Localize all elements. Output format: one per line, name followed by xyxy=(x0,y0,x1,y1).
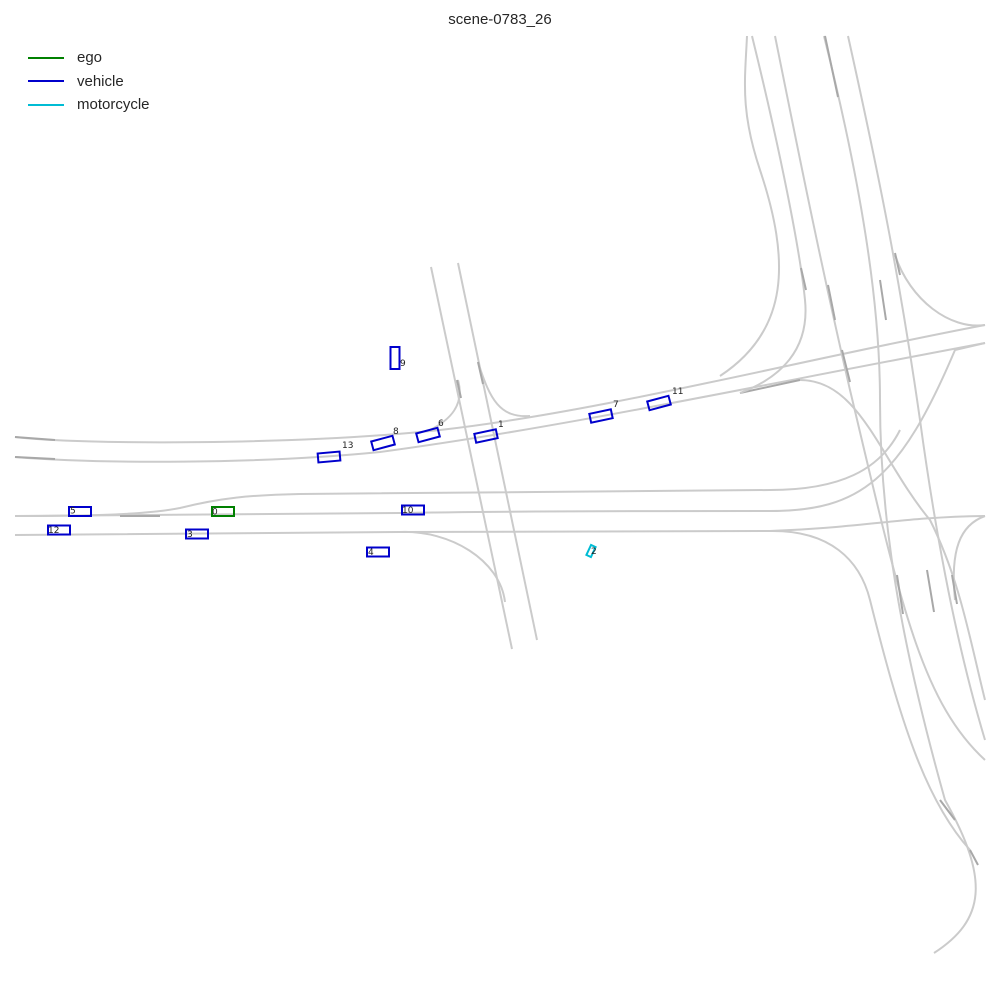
lane-segment xyxy=(477,361,484,385)
agent-label-1: 1 xyxy=(498,420,504,430)
lane-line xyxy=(14,342,986,517)
scene-title: scene-0783_26 xyxy=(448,11,552,28)
lane-line xyxy=(774,35,986,761)
lane-segment xyxy=(951,574,958,605)
agent-box-7 xyxy=(588,408,614,424)
legend-item-ego: ego xyxy=(28,46,150,70)
agent-box-9 xyxy=(389,346,401,370)
lane-segment xyxy=(894,252,901,276)
lane-line xyxy=(769,529,971,851)
lane-segment xyxy=(456,379,462,399)
legend-swatch xyxy=(28,103,64,106)
lane-segment xyxy=(879,279,887,321)
lane-network xyxy=(14,35,986,954)
agent-box-12 xyxy=(47,524,71,536)
lane-line xyxy=(847,35,986,741)
lane-segment xyxy=(824,35,839,98)
agent-box-5 xyxy=(68,506,92,517)
agent-label-7: 7 xyxy=(613,400,619,410)
agent-label-13: 13 xyxy=(342,441,353,451)
legend-label: ego xyxy=(77,49,103,67)
agent-box-0 xyxy=(211,506,235,517)
lane-line xyxy=(430,266,513,650)
legend-swatch xyxy=(28,80,64,83)
agent-box-1 xyxy=(473,428,499,444)
lane-line xyxy=(399,530,506,603)
lane-line xyxy=(429,379,461,431)
agent-box-3 xyxy=(185,528,209,540)
legend-label: motorcycle xyxy=(77,96,150,114)
legend: ego vehicle motorcycle xyxy=(28,46,150,117)
lane-line xyxy=(477,361,531,418)
agent-box-2 xyxy=(585,543,597,559)
lane-segment xyxy=(896,574,904,615)
agent-label-11: 11 xyxy=(672,387,683,397)
lane-line xyxy=(457,262,538,641)
legend-item-motorcycle: motorcycle xyxy=(28,93,150,117)
lane-line xyxy=(14,324,986,444)
agent-box-10 xyxy=(401,504,425,516)
agent-label-0: 0 xyxy=(212,508,218,518)
lane-segment xyxy=(969,849,979,866)
agent-box-11 xyxy=(645,394,673,412)
agent-label-12: 12 xyxy=(48,526,59,536)
agent-label-2: 2 xyxy=(591,547,597,557)
agent-box-8 xyxy=(369,434,397,452)
lane-segment xyxy=(939,799,956,821)
legend-label: vehicle xyxy=(77,72,124,90)
agent-label-5: 5 xyxy=(70,507,76,517)
agent-box-13 xyxy=(316,450,342,464)
agent-label-8: 8 xyxy=(393,427,399,437)
lane-segment xyxy=(926,569,935,613)
legend-swatch xyxy=(28,56,64,59)
lane-line xyxy=(894,254,986,327)
agent-label-4: 4 xyxy=(368,548,374,558)
lane-line xyxy=(799,379,986,701)
lane-line xyxy=(823,35,977,954)
legend-item-vehicle: vehicle xyxy=(28,70,150,94)
lane-segment xyxy=(800,267,807,291)
lane-segment xyxy=(827,284,836,321)
lane-line xyxy=(739,35,807,394)
lane-line xyxy=(719,35,780,377)
lane-segment xyxy=(739,379,801,394)
lane-line xyxy=(14,515,986,536)
lane-segment xyxy=(14,436,56,441)
agent-label-6: 6 xyxy=(438,419,444,429)
agent-label-3: 3 xyxy=(187,530,193,540)
lane-line xyxy=(952,515,986,601)
agent-label-10: 10 xyxy=(402,506,414,516)
lane-segment xyxy=(14,456,56,460)
agent-label-9: 9 xyxy=(400,359,406,369)
agent-box-6 xyxy=(414,426,442,444)
lane-line xyxy=(14,342,986,463)
lane-segment xyxy=(841,349,851,383)
agent-box-4 xyxy=(366,546,390,558)
